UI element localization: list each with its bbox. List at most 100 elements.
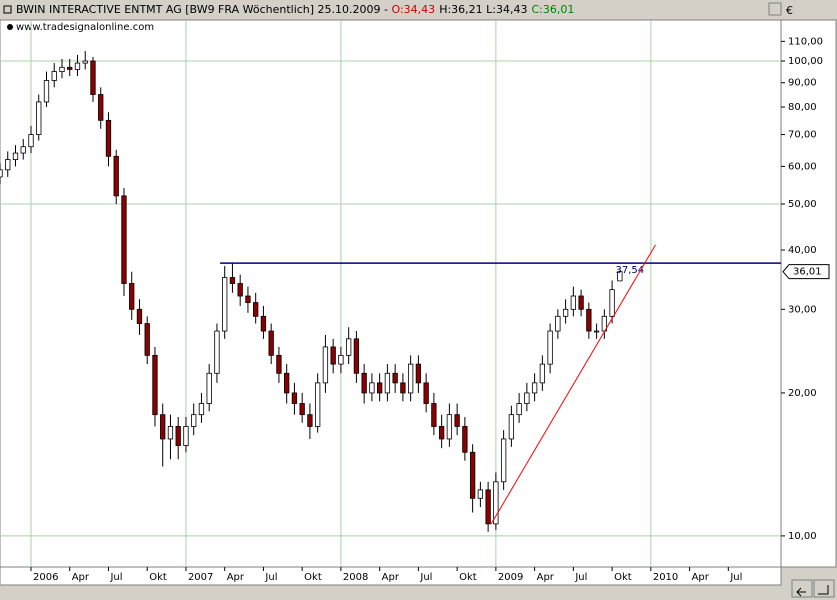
candle-body [562,308,569,317]
candle-body [214,330,220,374]
candle-body [82,60,88,64]
y-tick-label: 100,00 [788,56,823,67]
candle-body [547,330,553,365]
x-tick-label: Okt [614,572,632,583]
candle-body [90,60,96,95]
candle-body [105,119,112,157]
candle-body [260,315,267,332]
candle-body [191,414,197,427]
y-tick-label: 90,00 [788,78,817,89]
resistance-label: 37,54 [615,265,644,276]
candle-body [384,372,391,394]
candle-body [136,308,143,324]
candle-body [291,392,298,404]
x-tick-label: 2007 [188,572,213,583]
trendline [490,244,656,525]
candle-body [500,438,507,483]
candle-body [415,363,422,384]
candle-body [477,489,484,499]
candle-body [346,338,352,356]
candle-body [198,403,205,416]
x-tick-label: 2010 [653,572,678,583]
y-tick-label: 30,00 [788,304,817,315]
chart-icon[interactable] [3,5,12,14]
candle-body [121,195,127,284]
candle-body [617,271,623,282]
last-price-label: 36,01 [793,267,822,278]
x-tick-label: Jul [574,572,587,583]
x-tick-label: 2009 [498,572,523,583]
candle-body [237,283,243,297]
x-axis-area [0,566,782,586]
title-text: BWIN INTERACTIVE ENTMT AG [BW9 FRA Wöche… [16,3,392,16]
candle-body [160,414,166,440]
y-tick-label: 60,00 [788,161,817,172]
candle-body [20,146,26,154]
x-tick-label: Okt [459,572,477,583]
scroll-right-button[interactable] [813,579,835,598]
candle-body [438,426,445,440]
candle-body [539,363,546,384]
candle-body [59,66,65,72]
x-tick-label: Jul [419,572,432,583]
candle-body [330,346,336,365]
candle-body [284,372,290,394]
candle-body [446,414,453,440]
y-tick-label: 80,00 [788,102,817,113]
candle-body [462,426,468,453]
scroll-icons [796,585,829,597]
x-tick-label: Jul [109,572,122,583]
y-tick-label: 70,00 [788,130,817,141]
candle-body [392,372,398,384]
candle-body [268,330,274,356]
candle-body [454,414,460,427]
candle-body [609,289,615,317]
candle-body [531,382,538,394]
candle-body [353,338,360,374]
candle-body [167,426,174,440]
candle-body [508,414,515,440]
candle-body [524,392,530,404]
y-axis-area [780,19,837,568]
plot-area [0,19,782,568]
x-tick-label: Apr [537,572,555,583]
y-tick-label: 50,00 [788,199,817,210]
candle-body [423,382,429,404]
x-tick-label: 2006 [33,572,58,583]
candle-body [51,71,57,81]
candle-body [307,414,313,427]
candle-body [276,354,282,374]
candle-body [570,295,577,310]
candle-body [400,382,406,394]
candle-body [36,101,42,135]
scroll-left-button[interactable] [791,579,813,598]
high-low-label: H:36,21 L:34,43 [439,3,527,16]
y-tick-label: 40,00 [788,245,817,256]
candle-body [469,451,476,499]
candle-body [183,426,189,446]
candle-body [315,382,321,427]
open-label: O:34,43 [392,3,436,16]
y-tick-label: 110,00 [788,36,823,47]
x-tick-label: Okt [304,572,322,583]
y-tick-label: 20,00 [788,388,817,399]
x-tick-label: 2008 [343,572,368,583]
candle-body [113,155,119,197]
candle-body [377,382,383,394]
candle-body [516,403,522,416]
close-button[interactable] [768,2,782,16]
x-tick-label: Okt [149,572,167,583]
candle-body [43,80,50,103]
candle-body [129,283,135,310]
candle-body [5,159,11,171]
candle-body [144,323,150,356]
candle-body [485,489,491,525]
candle-body [28,134,34,148]
candle-body [98,94,104,121]
currency: € [786,4,793,17]
x-tick-label: Apr [382,572,400,583]
candle-body [0,169,3,178]
candle-body [245,295,251,303]
candle-body [12,152,19,161]
